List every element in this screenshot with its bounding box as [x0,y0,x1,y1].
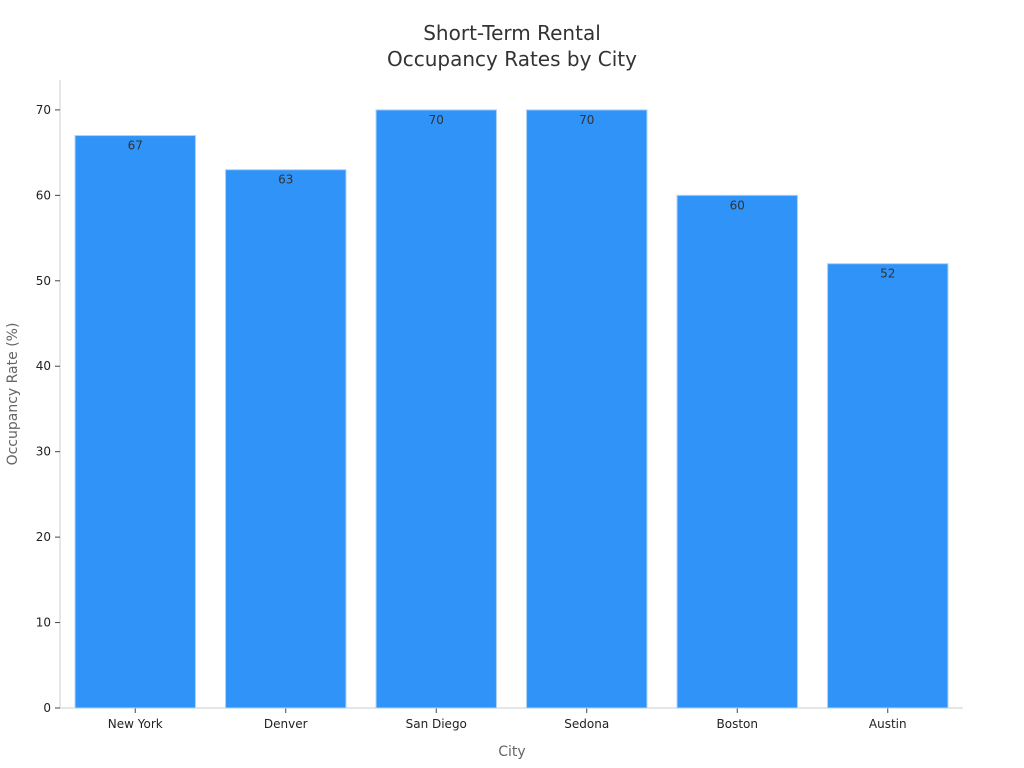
x-axis: New York Denver San Diego Sedona Boston Austi… [60,707,963,731]
x-tick-label: San Diego [406,717,467,731]
bars: 67 63 70 70 60 52 [74,109,949,709]
bar [827,263,949,709]
bar [225,169,347,709]
bar-value-label: 63 [278,173,293,187]
bar-value-label: 60 [730,198,745,212]
x-tick-label: Sedona [564,717,609,731]
y-tick-label: 50 [36,274,51,288]
x-tick-label: New York [108,717,163,731]
x-tick-label: Austin [869,717,907,731]
bar-value-label: 70 [579,113,594,127]
bar [375,109,497,709]
x-tick-label: Denver [264,717,308,731]
y-tick-label: 30 [36,445,51,459]
y-axis: 0 10 20 30 40 50 60 70 [36,80,61,715]
bar [526,109,648,709]
bar [676,194,798,709]
y-axis-label: Occupancy Rate (%) [5,323,21,466]
chart-title-line-1: Short-Term Rental [423,21,601,45]
bar [74,135,196,709]
y-tick-label: 0 [43,701,51,715]
bar-value-label: 67 [128,139,143,153]
y-tick-label: 60 [36,188,51,202]
chart-title-line-2: Occupancy Rates by City [387,47,637,71]
y-tick-label: 70 [36,103,51,117]
bar-value-label: 70 [429,113,444,127]
x-tick-label: Boston [717,717,758,731]
x-axis-label: City [498,744,525,760]
y-tick-label: 10 [36,616,51,630]
bar-value-label: 52 [880,267,895,281]
y-tick-label: 40 [36,359,51,373]
y-tick-label: 20 [36,530,51,544]
